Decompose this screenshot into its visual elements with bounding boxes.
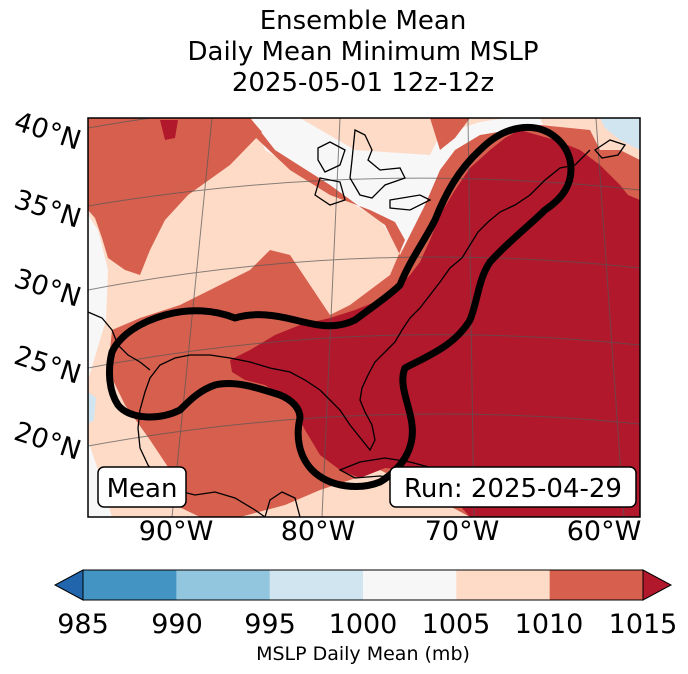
colorbar-segment (176, 570, 271, 600)
lon-label-80: 80°W (281, 516, 356, 547)
colorbar (53, 569, 673, 601)
gulf-coast (137, 354, 321, 517)
colorbar-extend-high (642, 569, 673, 601)
colorbar-segment (83, 570, 177, 600)
colorbar-segment (269, 570, 364, 600)
cb-tick-995: 995 (244, 609, 296, 640)
colorbar-segment (456, 570, 551, 600)
field-1000-1005-lakes (252, 118, 545, 250)
lat-30 (88, 256, 640, 291)
lat-label-35: 35°N (10, 184, 84, 235)
lat-labels: 40°N 35°N 30°N 25°N 20°N (10, 106, 84, 467)
title-line-2: Daily Mean Minimum MSLP (187, 37, 539, 67)
lon-60 (595, 118, 625, 517)
colorbar-segment (549, 570, 644, 600)
field-1015-core (230, 130, 640, 517)
lon-labels: 90°W 80°W 70°W 60°W (139, 516, 642, 547)
lat-label-30: 30°N (10, 263, 84, 314)
lon-label-70: 70°W (425, 516, 500, 547)
lat-35 (88, 177, 640, 207)
run-label: Run: 2025-04-29 (404, 474, 622, 504)
cb-tick-990: 990 (151, 609, 203, 640)
lat-25 (88, 334, 640, 369)
mean-label: Mean (107, 474, 178, 504)
colorbar-label: MSLP Daily Mean (mb) (256, 643, 470, 665)
lon-label-90: 90°W (139, 516, 214, 547)
field-1015-north-spot (160, 120, 178, 140)
lat-20 (88, 413, 640, 447)
lat-label-20: 20°N (10, 416, 84, 467)
field-1000-1005-west (88, 215, 108, 380)
mslp-contour-outline (106, 123, 575, 490)
cb-tick-1005: 1005 (422, 609, 491, 640)
nova-scotia (594, 139, 627, 159)
graticule (88, 118, 640, 517)
colorbar-segment (363, 570, 457, 600)
lon-label-60: 60°W (567, 516, 642, 547)
field-995-1000-ne (600, 118, 640, 150)
cb-tick-985: 985 (57, 609, 109, 640)
map-frame (87, 117, 641, 518)
east-coast (319, 149, 591, 452)
title-line-1: Ensemble Mean (259, 6, 467, 36)
lon-90 (171, 118, 213, 517)
great-lakes (314, 128, 432, 211)
map-panel: Mean Run: 2025-04-29 (88, 118, 640, 517)
lat-label-25: 25°N (10, 340, 84, 391)
yucatan (264, 491, 301, 517)
cb-tick-1000: 1000 (329, 609, 398, 640)
cb-tick-1010: 1010 (515, 609, 584, 640)
field-1010-1015-north (88, 118, 262, 275)
cb-tick-1015: 1015 (609, 609, 678, 640)
field-1010-1015-atlantic-ne (430, 118, 470, 150)
colorbar-frame (82, 569, 644, 601)
run-box: Run: 2025-04-29 (389, 466, 637, 508)
mean-box: Mean (97, 466, 187, 508)
lat-label-40: 40°N (10, 106, 84, 157)
lon-80 (321, 118, 341, 517)
colorbar-extend-low (53, 569, 84, 601)
colorbar-ticks: 985 990 995 1000 1005 1010 1015 (57, 609, 677, 640)
plot-title: Ensemble Mean Daily Mean Minimum MSLP 20… (0, 6, 688, 99)
field-995-1000-w (88, 392, 96, 424)
title-line-3: 2025-05-01 12z-12z (231, 68, 495, 98)
